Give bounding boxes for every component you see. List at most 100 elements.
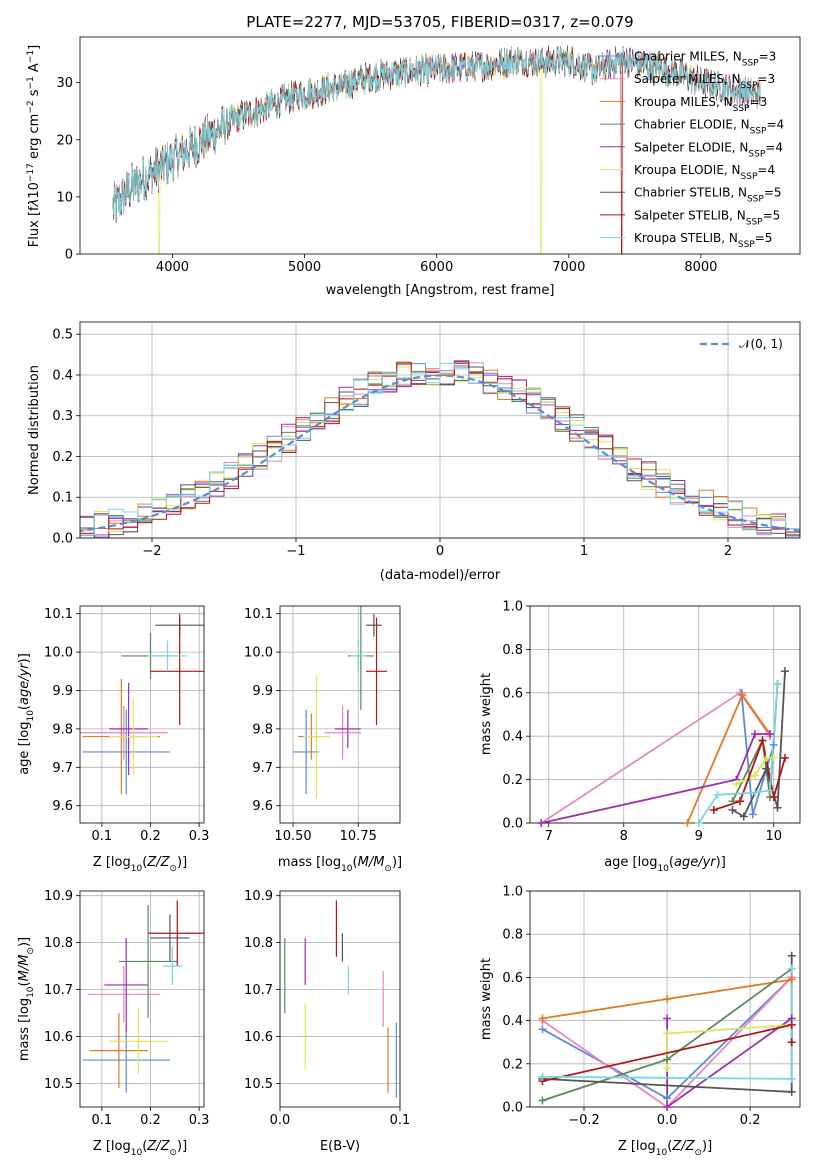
errorbar-point xyxy=(82,709,170,795)
y-tick-label: 10.1 xyxy=(44,607,73,622)
x-tick-label: 10.50 xyxy=(274,829,311,844)
axes-frame xyxy=(279,890,401,1108)
weight-marker xyxy=(538,1072,547,1081)
y-tick-label: 10.5 xyxy=(44,1077,73,1092)
plot-area-spectrum xyxy=(112,45,761,254)
weight-marker xyxy=(787,1038,796,1047)
errorbar-point xyxy=(89,1013,149,1089)
errorbar-point xyxy=(366,617,387,726)
errorbar-point xyxy=(350,640,367,672)
y-tick-label: 10.7 xyxy=(244,983,273,998)
weight-marker xyxy=(781,667,789,676)
spectrum-xlabel: wavelength [Angstrom, rest frame] xyxy=(326,283,555,298)
weight-marker xyxy=(538,1025,547,1034)
residuals-ylabel: Normed distribution xyxy=(27,365,42,495)
x-tick-label: 0.2 xyxy=(140,1113,161,1128)
x-tick-label: 8000 xyxy=(684,260,717,275)
weight-marker xyxy=(766,730,774,739)
weights_vs_z-xlabel: Z [log10(Z/Z⊙)] xyxy=(618,1139,712,1158)
weight-marker xyxy=(713,790,722,799)
x-tick-label: 4000 xyxy=(156,260,189,275)
y-tick-label: 0.6 xyxy=(502,686,523,701)
reference-legend-label: 𝒩(0, 1) xyxy=(739,337,783,351)
y-tick-label: 0.3 xyxy=(52,409,73,424)
histogram-series xyxy=(80,361,800,538)
y-tick-label: 0.0 xyxy=(502,817,523,832)
weight-marker xyxy=(773,803,782,812)
weight-line xyxy=(686,693,771,823)
weight-marker xyxy=(762,764,771,773)
weight-marker xyxy=(538,1096,547,1105)
weights_vs_age-xlabel: age [log10(age/yr)] xyxy=(604,855,726,874)
y-tick-label: 10.5 xyxy=(244,1077,273,1092)
errorbar-point xyxy=(150,914,190,962)
mass-z-xlabel: Z [log10(Z/Z⊙)] xyxy=(93,1139,187,1158)
legend-label: Kroupa MILES, NSSP=3 xyxy=(634,95,767,114)
y-tick-label: 10.6 xyxy=(244,1030,273,1045)
errorbar-point xyxy=(324,705,361,760)
weight-marker xyxy=(537,819,546,827)
x-tick-label: 0.3 xyxy=(189,1113,210,1128)
weight-marker xyxy=(769,792,778,801)
axes-residuals: −2 −1 0 1 2 0.0 0.1 0.2 0.3 0.4 0.5 xyxy=(52,321,801,559)
y-tick-label: 0.0 xyxy=(52,532,73,547)
axes-mass_vs_z: 0.1 0.2 0.3 10.5 10.6 10.7 10.8 10.9 xyxy=(44,889,209,1128)
x-tick-label: 7 xyxy=(545,829,553,844)
mass-z-ylabel: mass [log10(M/M⊙)] xyxy=(17,937,36,1061)
y-tick-label: 0.4 xyxy=(502,1014,523,1029)
weight-marker xyxy=(787,1074,796,1083)
errorbar-point xyxy=(80,705,168,760)
errorbar-point xyxy=(162,947,183,985)
y-tick-label: 0.4 xyxy=(502,730,523,745)
spectrum-ylabel: Flux [fλ10−17 erg cm−2 s−1 A−1] xyxy=(26,45,42,247)
y-tick-label: 10.9 xyxy=(44,889,73,904)
x-tick-label: 0.1 xyxy=(92,829,113,844)
y-tick-label: 9.9 xyxy=(252,684,273,699)
y-tick-label: 0.8 xyxy=(502,928,523,943)
weight-marker xyxy=(751,788,759,797)
axes-age_vs_z: 0.1 0.2 0.3 9.6 9.7 9.8 9.9 10.0 10.1 xyxy=(44,605,210,844)
weight-marker xyxy=(762,753,771,762)
y-tick-label: 9.9 xyxy=(52,684,73,699)
weight-marker xyxy=(728,805,737,814)
y-tick-label: 10.8 xyxy=(244,936,273,951)
y-tick-label: 30 xyxy=(56,76,73,91)
x-tick-label: 6000 xyxy=(420,260,453,275)
weight-marker xyxy=(663,1055,672,1064)
weight-marker xyxy=(663,1094,672,1103)
x-tick-label: 0.3 xyxy=(189,829,210,844)
spectrum-title: PLATE=2277, MJD=53705, FIBERID=0317, z=0… xyxy=(246,13,633,31)
y-tick-label: 0.1 xyxy=(52,491,73,506)
plot-area-mass_vs_ebv xyxy=(284,900,397,1098)
axes-frame xyxy=(79,890,205,1108)
axes-mass_vs_ebv: 0.0 0.1 10.5 10.6 10.7 10.8 10.9 xyxy=(244,889,410,1128)
x-tick-label: 0 xyxy=(436,544,444,559)
y-tick-label: 10.0 xyxy=(44,646,73,661)
y-tick-label: 0 xyxy=(65,248,73,263)
errorbar-point xyxy=(87,966,161,1023)
x-tick-label: 8 xyxy=(620,829,628,844)
legend-label: Salpeter ELODIE, NSSP=4 xyxy=(634,140,783,159)
plot-area-weights_vs_age xyxy=(540,671,786,823)
y-tick-label: 10 xyxy=(56,190,73,205)
errorbar-point xyxy=(109,1008,168,1075)
errorbar-point xyxy=(334,709,361,749)
plot-area-age_vs_mass xyxy=(293,606,387,799)
errorbar-point xyxy=(148,900,204,967)
weight-marker xyxy=(751,730,759,739)
spectrum-line xyxy=(112,45,761,218)
y-tick-label: 20 xyxy=(56,133,73,148)
y-tick-label: 0.2 xyxy=(52,450,73,465)
y-tick-label: 10.7 xyxy=(44,983,73,998)
y-tick-label: 10.0 xyxy=(244,646,273,661)
x-tick-label: 0.1 xyxy=(92,1113,113,1128)
weight-marker xyxy=(709,805,718,814)
x-tick-label: −1 xyxy=(286,544,305,559)
legend-label: Chabrier MILES, NSSP=3 xyxy=(634,50,776,69)
y-tick-label: 9.8 xyxy=(252,722,273,737)
weight-marker xyxy=(781,753,789,762)
errorbar-point xyxy=(293,709,320,795)
weight-marker xyxy=(663,1103,672,1111)
x-tick-label: 0.1 xyxy=(390,1113,411,1128)
x-tick-label: 1 xyxy=(580,544,588,559)
